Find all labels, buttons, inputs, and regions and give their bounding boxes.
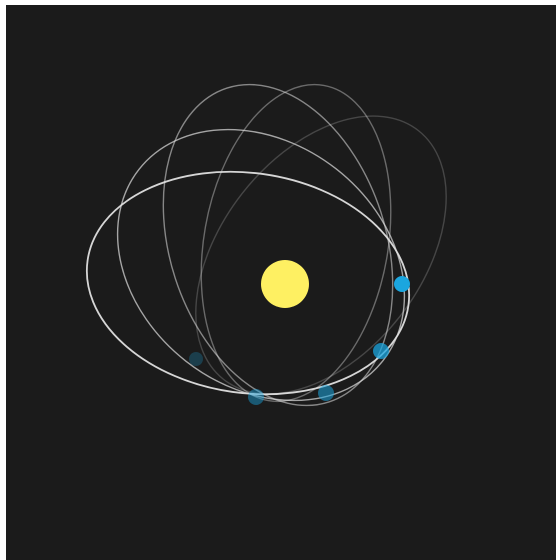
orbit-trails xyxy=(85,83,447,407)
planet xyxy=(318,385,334,401)
simulation-canvas xyxy=(6,5,556,560)
star-sun xyxy=(261,260,309,308)
planet xyxy=(373,343,389,359)
orbit-trail xyxy=(116,128,406,402)
planet xyxy=(189,352,203,366)
orbit-trail xyxy=(162,83,394,407)
planet xyxy=(248,389,264,405)
planet xyxy=(394,276,410,292)
orbit-trail xyxy=(200,83,392,403)
orbit-trail xyxy=(85,170,411,396)
orbit-trail xyxy=(195,115,447,395)
planet-positions xyxy=(189,276,410,405)
orbit-scene xyxy=(85,83,447,407)
